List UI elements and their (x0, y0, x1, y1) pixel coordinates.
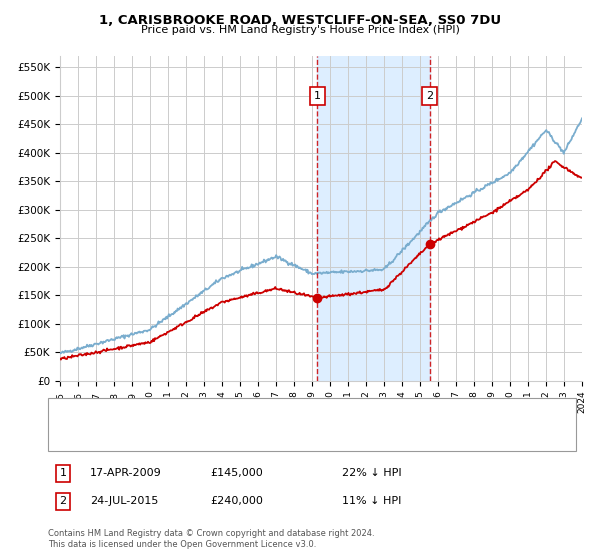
Text: 1: 1 (314, 91, 321, 101)
Text: Contains HM Land Registry data © Crown copyright and database right 2024.
This d: Contains HM Land Registry data © Crown c… (48, 529, 374, 549)
Text: Price paid vs. HM Land Registry's House Price Index (HPI): Price paid vs. HM Land Registry's House … (140, 25, 460, 35)
Text: 17-APR-2009: 17-APR-2009 (90, 468, 162, 478)
Text: 1, CARISBROOKE ROAD, WESTCLIFF-ON-SEA, SS0 7DU (semi-detached house): 1, CARISBROOKE ROAD, WESTCLIFF-ON-SEA, S… (96, 408, 476, 418)
Text: 24-JUL-2015: 24-JUL-2015 (90, 496, 158, 506)
Text: 1: 1 (59, 468, 67, 478)
Text: HPI: Average price, semi-detached house, Southend-on-Sea: HPI: Average price, semi-detached house,… (96, 431, 388, 441)
Text: 11% ↓ HPI: 11% ↓ HPI (342, 496, 401, 506)
Text: 2: 2 (59, 496, 67, 506)
Text: £240,000: £240,000 (210, 496, 263, 506)
Text: 2: 2 (427, 91, 433, 101)
Bar (317, 56, 430, 381)
Text: £145,000: £145,000 (210, 468, 263, 478)
Text: 22% ↓ HPI: 22% ↓ HPI (342, 468, 401, 478)
Text: 1, CARISBROOKE ROAD, WESTCLIFF-ON-SEA, SS0 7DU: 1, CARISBROOKE ROAD, WESTCLIFF-ON-SEA, S… (99, 14, 501, 27)
